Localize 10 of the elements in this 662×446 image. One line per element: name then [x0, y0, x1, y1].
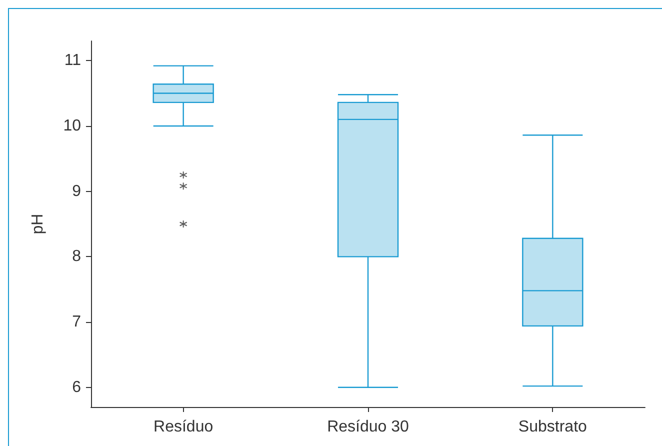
x-tick-label: Substrato: [518, 418, 588, 436]
y-tick-label: 10: [63, 117, 82, 134]
y-axis-title: pH: [30, 214, 46, 234]
y-tick-label: 9: [72, 182, 82, 200]
x-tick-label: Resíduo 30: [327, 418, 410, 436]
y-tick-label: 7: [72, 314, 82, 331]
y-tick-label: 11: [64, 52, 82, 70]
y-tick-label: 6: [72, 378, 82, 396]
y-tick-label: 8: [72, 248, 82, 266]
x-tick-label: Resíduo: [154, 418, 214, 436]
